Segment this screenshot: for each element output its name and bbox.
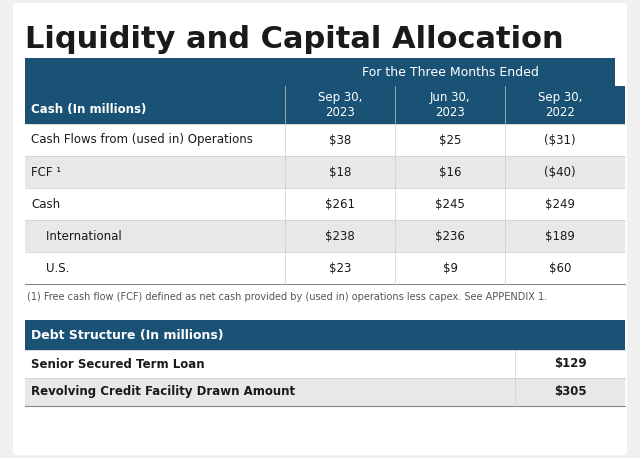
Text: ($31): ($31) bbox=[544, 133, 576, 147]
Text: Sep 30,
2022: Sep 30, 2022 bbox=[538, 91, 582, 119]
Text: Liquidity and Capital Allocation: Liquidity and Capital Allocation bbox=[25, 25, 564, 54]
Text: Cash (In millions): Cash (In millions) bbox=[31, 103, 147, 116]
Text: Cash: Cash bbox=[31, 197, 60, 211]
Bar bbox=[25, 220, 625, 252]
Text: $238: $238 bbox=[325, 229, 355, 242]
Text: $16: $16 bbox=[439, 165, 461, 179]
Bar bbox=[25, 378, 625, 406]
Text: $25: $25 bbox=[439, 133, 461, 147]
Text: $261: $261 bbox=[325, 197, 355, 211]
Bar bbox=[25, 86, 625, 124]
Text: Sep 30,
2023: Sep 30, 2023 bbox=[318, 91, 362, 119]
Bar bbox=[25, 320, 625, 350]
Text: $245: $245 bbox=[435, 197, 465, 211]
Text: U.S.: U.S. bbox=[31, 262, 69, 274]
Text: Cash Flows from (used in) Operations: Cash Flows from (used in) Operations bbox=[31, 133, 253, 147]
Text: FCF ¹: FCF ¹ bbox=[31, 165, 61, 179]
Bar bbox=[25, 58, 285, 86]
Bar bbox=[25, 350, 625, 378]
Bar bbox=[285, 58, 615, 86]
Text: $236: $236 bbox=[435, 229, 465, 242]
Bar bbox=[25, 124, 625, 156]
Text: Revolving Credit Facility Drawn Amount: Revolving Credit Facility Drawn Amount bbox=[31, 386, 295, 398]
Text: $23: $23 bbox=[329, 262, 351, 274]
Text: International: International bbox=[31, 229, 122, 242]
Text: $38: $38 bbox=[329, 133, 351, 147]
Text: For the Three Months Ended: For the Three Months Ended bbox=[362, 65, 538, 78]
Bar bbox=[25, 252, 625, 284]
Text: ($40): ($40) bbox=[544, 165, 576, 179]
Text: $189: $189 bbox=[545, 229, 575, 242]
Text: $9: $9 bbox=[442, 262, 458, 274]
Text: (1) Free cash flow (FCF) defined as net cash provided by (used in) operations le: (1) Free cash flow (FCF) defined as net … bbox=[27, 292, 547, 302]
Text: $18: $18 bbox=[329, 165, 351, 179]
Text: $60: $60 bbox=[549, 262, 571, 274]
Text: $249: $249 bbox=[545, 197, 575, 211]
Bar bbox=[25, 156, 625, 188]
Text: $305: $305 bbox=[554, 386, 586, 398]
Text: Senior Secured Term Loan: Senior Secured Term Loan bbox=[31, 358, 205, 371]
FancyBboxPatch shape bbox=[13, 3, 627, 455]
Text: $129: $129 bbox=[554, 358, 586, 371]
Text: Jun 30,
2023: Jun 30, 2023 bbox=[429, 91, 470, 119]
Text: Debt Structure (In millions): Debt Structure (In millions) bbox=[31, 328, 223, 342]
Bar bbox=[25, 188, 625, 220]
